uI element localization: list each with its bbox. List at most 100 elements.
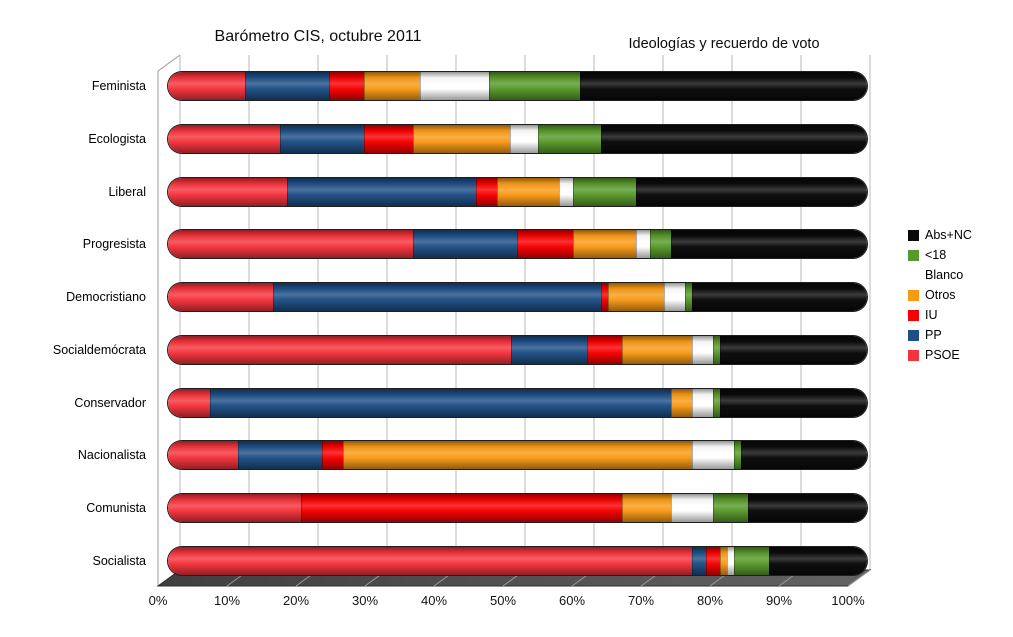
bar-segment-18 <box>650 230 672 259</box>
legend-item: <18 <box>908 245 972 265</box>
bar-segment-pp <box>412 230 518 259</box>
bar-segment-18 <box>713 494 749 523</box>
category-label: Democristiano <box>66 290 146 305</box>
legend-swatch <box>908 289 919 301</box>
bar-segment-blanco <box>692 388 714 417</box>
legend-item: IU <box>908 305 972 325</box>
bar-segment-iu <box>587 335 623 364</box>
x-tick-label: 40% <box>420 593 448 608</box>
x-tick-label: 70% <box>627 593 655 608</box>
bar-segment-psoe <box>168 547 693 576</box>
bar-segment-otros <box>608 283 665 312</box>
legend-swatch <box>908 229 919 241</box>
legend-label: Abs+NC <box>925 228 972 242</box>
bar-segment-otros <box>671 388 693 417</box>
x-tick-label: 0% <box>148 593 168 608</box>
bar-segment-psoe <box>168 177 287 206</box>
legend-swatch <box>908 269 919 281</box>
bar-segment-18 <box>713 335 721 364</box>
bar-segment-pp <box>510 335 588 364</box>
bar-segment-absnc <box>636 177 867 206</box>
x-tick-label: 50% <box>489 593 517 608</box>
x-tick-label: 90% <box>765 593 793 608</box>
bar-segment-psoe <box>168 494 301 523</box>
bar-segment-18 <box>734 547 770 576</box>
bar-segment-absnc <box>720 388 867 417</box>
x-tick-label: 30% <box>351 593 379 608</box>
bar-segment-absnc <box>692 283 867 312</box>
category-label: Nacionalista <box>77 448 146 463</box>
bar-segment-psoe <box>168 441 238 470</box>
bar-segment-psoe <box>168 388 210 417</box>
legend-label: PP <box>925 328 942 342</box>
bar-segment-psoe <box>168 72 245 100</box>
legend-swatch <box>908 329 919 341</box>
x-tick-label: 20% <box>282 593 310 608</box>
bar-segment-iu <box>706 547 721 576</box>
bar-segment-iu <box>517 230 574 259</box>
bar-segment-otros <box>720 547 728 576</box>
legend-swatch <box>908 349 919 361</box>
bar-segment-pp <box>279 124 364 153</box>
bar-segment-blanco <box>559 177 574 206</box>
x-tick-label: 80% <box>696 593 724 608</box>
bar-segment-pp <box>237 441 322 470</box>
bar-segment-otros <box>622 335 693 364</box>
category-label: Ecologista <box>88 131 146 146</box>
bar-segment-blanco <box>692 335 714 364</box>
bar-segment-blanco <box>692 441 735 470</box>
bar-segment-otros <box>412 124 511 153</box>
category-label: Feminista <box>91 79 146 93</box>
legend-label: Blanco <box>925 268 964 282</box>
legend-swatch <box>908 309 919 321</box>
category-label: Progresista <box>82 237 146 252</box>
x-tick-label: 60% <box>558 593 586 608</box>
bar-segment-iu <box>300 494 623 523</box>
legend-label: <18 <box>925 248 947 262</box>
bar-segment-18 <box>489 72 581 100</box>
bar-segment-blanco <box>419 72 490 100</box>
bar-segment-pp <box>692 547 707 576</box>
bar-row-socialdemócrata <box>168 335 867 364</box>
bar-segment-blanco <box>636 230 651 259</box>
bar-segment-18 <box>538 124 602 153</box>
bar-segment-iu <box>321 441 343 470</box>
bar-row-progresista <box>168 230 867 259</box>
bar-segment-pp <box>286 177 476 206</box>
x-tick-label: 10% <box>213 593 241 608</box>
chart-title: Barómetro CIS, octubre 2011 <box>214 28 422 45</box>
bar-segment-absnc <box>769 547 867 576</box>
bar-row-comunista <box>168 494 867 523</box>
category-label: Conservador <box>74 395 146 410</box>
bar-segment-blanco <box>510 124 539 153</box>
bar-segment-18 <box>713 388 721 417</box>
legend-item: PSOE <box>908 345 972 365</box>
legend-item: Blanco <box>908 265 972 285</box>
bar-segment-otros <box>363 72 420 100</box>
category-label: Comunista <box>86 501 146 516</box>
bar-segment-otros <box>342 441 693 470</box>
bar-segment-psoe <box>168 124 280 153</box>
bar-segment-absnc <box>741 441 867 470</box>
legend-label: PSOE <box>925 348 960 362</box>
bar-segment-absnc <box>671 230 867 259</box>
bar-row-conservador <box>168 388 867 417</box>
bar-segment-pp <box>244 72 329 100</box>
legend-label: IU <box>925 308 938 322</box>
bar-segment-absnc <box>580 72 867 100</box>
legend-label: Otros <box>925 288 956 302</box>
bar-row-nacionalista <box>168 441 867 470</box>
floor-gridline <box>847 569 871 587</box>
bar-segment-psoe <box>168 230 413 259</box>
category-label: Socialdemócrata <box>52 342 146 357</box>
bar-segment-pp <box>209 388 672 417</box>
bar-segment-iu <box>363 124 413 153</box>
wall-top-edge <box>157 54 181 72</box>
bar-segment-18 <box>734 441 742 470</box>
bar-segment-blanco <box>727 547 735 576</box>
bar-segment-18 <box>685 283 693 312</box>
bar-segment-otros <box>622 494 672 523</box>
legend: Abs+NC <18 Blanco Otros IU PP PSOE <box>908 225 972 365</box>
legend-item: Abs+NC <box>908 225 972 245</box>
